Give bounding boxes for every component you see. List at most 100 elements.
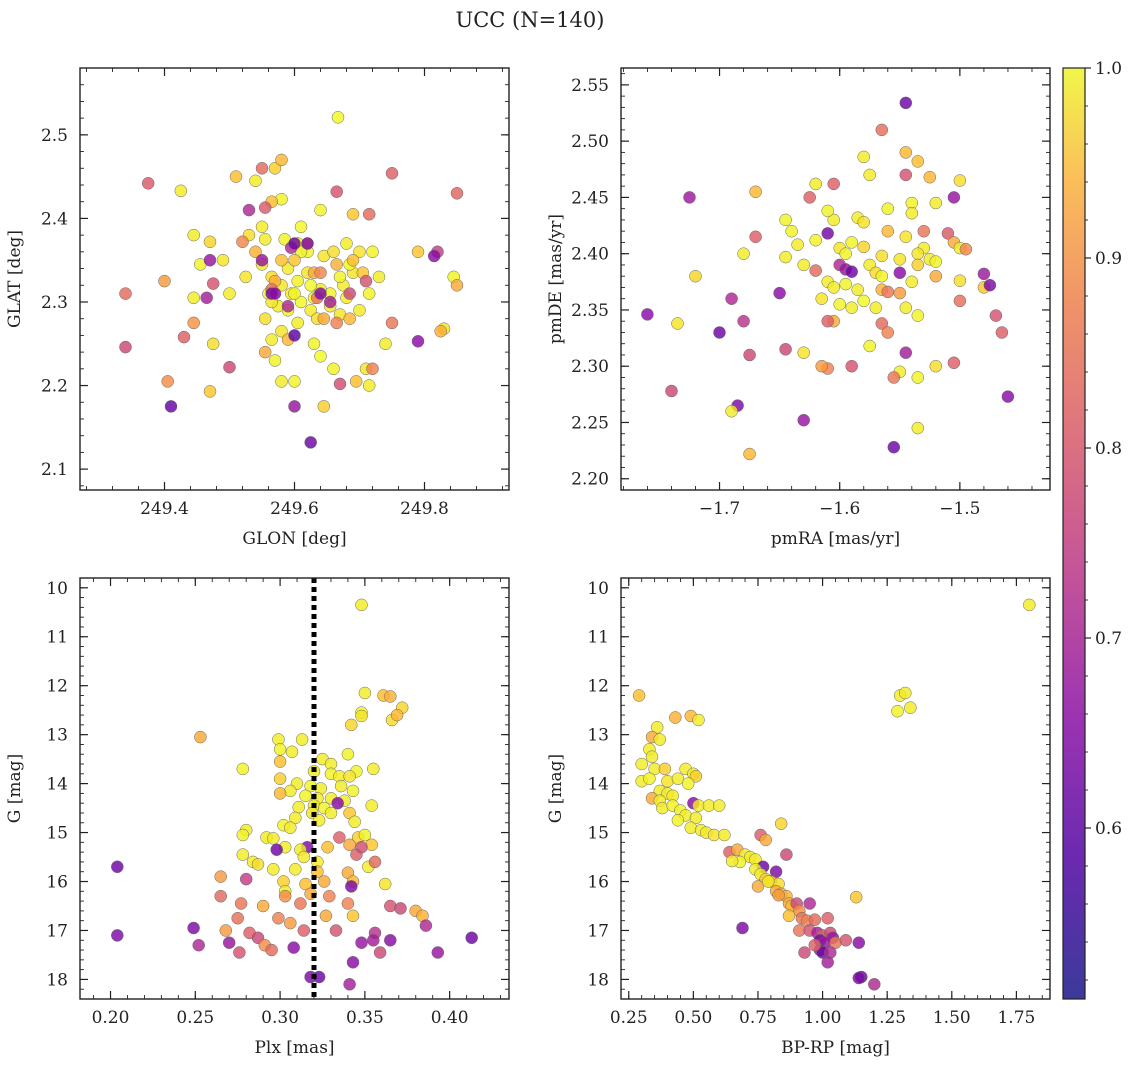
data-point (368, 855, 382, 869)
data-point (671, 317, 684, 330)
data-point (385, 167, 399, 180)
data-point (239, 270, 252, 284)
data-point (384, 934, 397, 947)
data-point (288, 253, 301, 267)
data-point (324, 806, 338, 820)
data-point (242, 203, 256, 217)
data-point (737, 247, 750, 260)
data-point (304, 436, 317, 449)
data-point (330, 258, 343, 271)
data-point (236, 762, 250, 776)
data-point (367, 934, 380, 947)
y-tick-label: 2.45 (571, 188, 609, 208)
data-point (284, 821, 297, 834)
data-point (658, 762, 672, 776)
data-point (187, 291, 200, 305)
data-point (911, 258, 925, 272)
colorbar: 0.6 0.7 0.8 0.9 1.0 (1062, 59, 1122, 1000)
data-point (821, 956, 834, 969)
data-point (852, 936, 866, 949)
data-point (353, 304, 366, 317)
y-tick-label: 16 (587, 873, 609, 893)
data-point (192, 938, 205, 952)
data-point (839, 934, 853, 947)
scatter-panel-2: −1.7 −1.6 −1.5 2.20 2.25 2.30 2.35 2.40 2.45 2.50… (546, 67, 1051, 549)
data-point (231, 911, 244, 925)
data-point (419, 919, 433, 932)
data-point (317, 875, 331, 888)
data-point (947, 191, 961, 204)
data-point (362, 379, 376, 392)
y-tick-label: 14 (587, 775, 609, 795)
data-point (827, 281, 840, 294)
data-point (372, 270, 386, 284)
data-point (273, 743, 287, 756)
data-point (289, 811, 302, 825)
data-point (905, 275, 919, 289)
y-tick-label: 2.4 (41, 209, 68, 229)
data-point (869, 301, 883, 314)
y-tick-label: 10 (46, 579, 68, 599)
data-point (743, 348, 756, 362)
data-point (359, 274, 373, 288)
data-point (905, 206, 919, 220)
data-point (431, 946, 445, 959)
data-point (334, 779, 348, 793)
x-axis-label: Plx [mas] (254, 1038, 334, 1058)
data-point (314, 287, 327, 300)
data-point (821, 911, 834, 925)
colorbar-tick-label: 0.9 (1095, 249, 1122, 269)
y-tick-label: 2.3 (41, 293, 68, 313)
data-point (273, 787, 287, 800)
data-point (343, 978, 356, 991)
y-tick-label: 2.30 (571, 357, 609, 377)
y-tick-label: 12 (587, 677, 609, 697)
data-point (839, 247, 852, 260)
data-point (791, 238, 804, 251)
data-point (868, 978, 881, 991)
data-point (203, 385, 217, 398)
data-point (736, 921, 749, 935)
data-point (899, 168, 913, 182)
data-point (194, 730, 207, 744)
data-point (299, 789, 312, 803)
y-axis-label: G [mag] (5, 754, 25, 823)
y-tick-label: 11 (587, 628, 609, 648)
data-point (353, 245, 366, 259)
y-tick-label: 2.2 (41, 377, 68, 397)
points (111, 598, 478, 991)
data-point (893, 253, 907, 266)
data-point (953, 274, 967, 287)
data-point (774, 817, 788, 830)
data-point (281, 262, 295, 275)
data-point (923, 170, 937, 184)
data-point (929, 269, 943, 283)
data-point (362, 287, 376, 300)
data-point (270, 843, 283, 856)
data-point (307, 337, 321, 351)
data-point (304, 279, 317, 292)
data-point (268, 354, 282, 367)
data-point (255, 220, 269, 234)
data-point (164, 400, 178, 413)
data-point (875, 269, 889, 283)
data-point (272, 911, 285, 925)
colorbar-tick-label: 1.0 (1095, 59, 1122, 79)
data-point (689, 811, 703, 825)
data-point (229, 170, 243, 183)
data-point (762, 875, 775, 888)
data-point (798, 946, 811, 959)
data-point (911, 247, 925, 260)
data-point (206, 277, 220, 290)
data-point (863, 168, 876, 182)
data-point (911, 155, 925, 168)
data-point (291, 316, 304, 330)
data-point (849, 890, 863, 904)
data-point (899, 346, 913, 359)
data-point (953, 174, 967, 187)
y-axis-label: pmDE [mas/yr] (546, 214, 566, 344)
x-tick-label: 0.25 (610, 1008, 648, 1028)
data-point (214, 889, 227, 903)
y-tick-label: 11 (46, 628, 68, 648)
data-point (911, 371, 925, 384)
